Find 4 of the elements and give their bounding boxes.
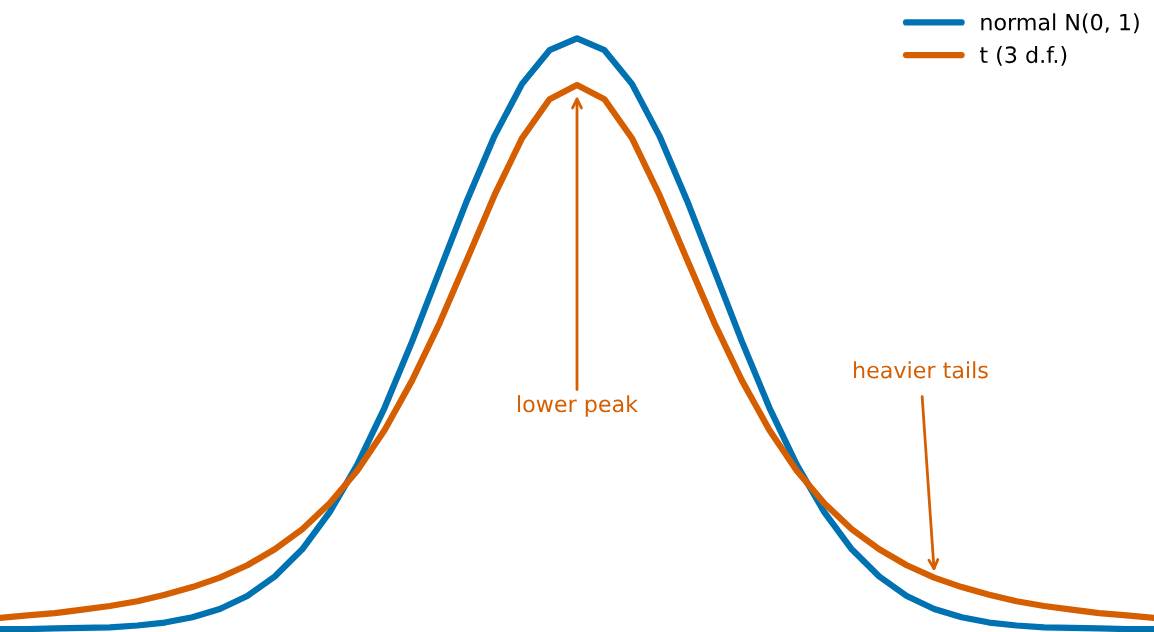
- annotation: lower peak: [518, 395, 638, 417]
- annotation: heavier tails: [854, 361, 988, 379]
- legend-label: normal N(0, 1): [981, 13, 1139, 34]
- legend-label: t (3 d.f.): [979, 45, 1067, 66]
